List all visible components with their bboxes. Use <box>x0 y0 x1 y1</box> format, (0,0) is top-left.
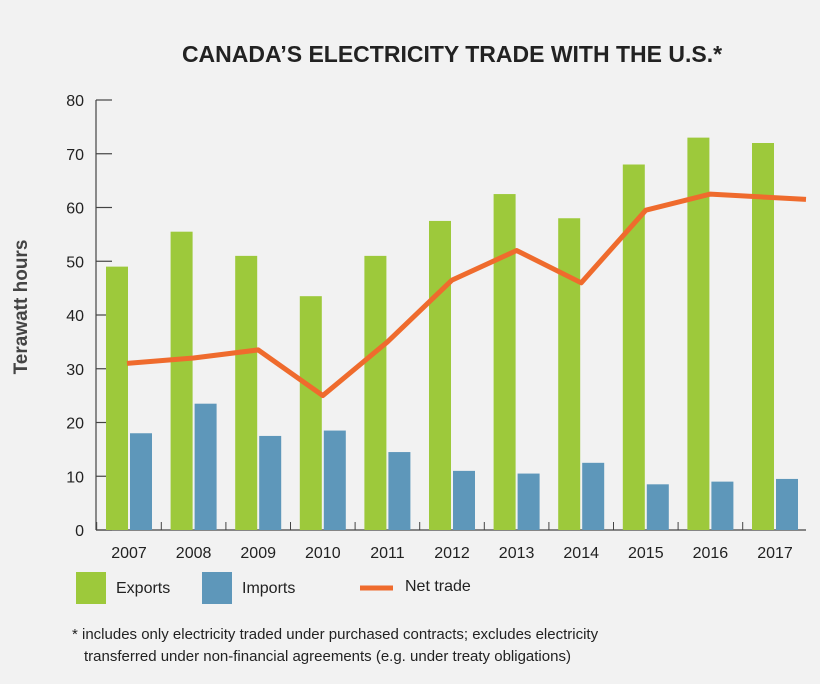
x-tick-label: 2013 <box>499 545 535 562</box>
bar-exports-2009 <box>235 255 258 530</box>
x-tick-label: 2014 <box>563 545 599 562</box>
x-tick-label: 2008 <box>176 545 212 562</box>
x-tick-label: 2007 <box>111 545 147 562</box>
footnote: * includes only electricity traded under… <box>72 624 772 668</box>
y-tick-label: 10 <box>66 469 84 486</box>
x-tick-label: 2009 <box>240 545 276 562</box>
bar-exports-2015 <box>622 164 645 530</box>
bars <box>106 137 798 530</box>
chart-title: CANADA’S ELECTRICITY TRADE WITH THE U.S.… <box>182 41 722 67</box>
bar-imports-2013 <box>517 473 540 530</box>
axes: 0 10 20 30 40 50 60 70 80 <box>66 93 806 540</box>
bar-imports-2011 <box>388 452 411 530</box>
legend-label-exports: Exports <box>116 580 170 597</box>
bar-exports-2011 <box>364 255 387 530</box>
y-tick-label: 50 <box>66 254 84 271</box>
x-tick-label: 2016 <box>693 545 729 562</box>
x-tick-label: 2015 <box>628 545 664 562</box>
y-tick-label: 30 <box>66 362 84 379</box>
y-tick-label: 40 <box>66 308 84 325</box>
bar-imports-2010 <box>323 430 346 530</box>
bar-exports-2013 <box>493 194 516 530</box>
x-tick-labels: 2007 2008 2009 2010 2011 2012 2013 2014 2015 2016… <box>111 545 793 562</box>
x-tick-label: 2017 <box>757 545 793 562</box>
y-axis-label: Terawatt hours <box>11 240 32 375</box>
bar-imports-2016 <box>711 481 734 530</box>
legend-swatch-imports <box>202 572 232 604</box>
bar-exports-2010 <box>299 296 322 530</box>
bar-imports-2007 <box>130 433 152 530</box>
x-tick-label: 2011 <box>370 545 405 562</box>
legend-label-net-trade: Net trade <box>405 578 471 595</box>
bar-imports-2015 <box>646 484 669 530</box>
bar-imports-2008 <box>194 403 217 530</box>
bar-exports-2007 <box>106 266 128 530</box>
legend-swatch-exports <box>76 572 106 604</box>
bar-exports-2008 <box>170 231 193 530</box>
x-tick-label: 2012 <box>434 545 470 562</box>
y-tick-label: 80 <box>66 93 84 110</box>
bar-imports-2012 <box>453 470 475 530</box>
bar-exports-2012 <box>429 220 451 530</box>
bar-imports-2017 <box>776 478 798 530</box>
y-tick-label: 70 <box>66 147 84 164</box>
bar-exports-2016 <box>687 137 710 530</box>
bar-exports-2017 <box>752 143 774 530</box>
net-trade-line-group <box>126 191 807 399</box>
y-tick-label: 60 <box>66 201 84 218</box>
x-tick-label: 2010 <box>305 545 341 562</box>
y-tick-label: 20 <box>66 416 84 433</box>
legend: Exports Imports Net trade <box>76 572 471 604</box>
bar-exports-2014 <box>558 218 581 530</box>
legend-label-imports: Imports <box>242 580 295 597</box>
footnote-line-1: * includes only electricity traded under… <box>72 626 599 643</box>
y-tick-label: 0 <box>75 523 84 540</box>
bar-imports-2009 <box>259 435 282 530</box>
net-trade-line <box>126 191 807 399</box>
footnote-line-2: transferred under non-financial agreemen… <box>84 648 571 665</box>
bar-imports-2014 <box>582 462 605 530</box>
